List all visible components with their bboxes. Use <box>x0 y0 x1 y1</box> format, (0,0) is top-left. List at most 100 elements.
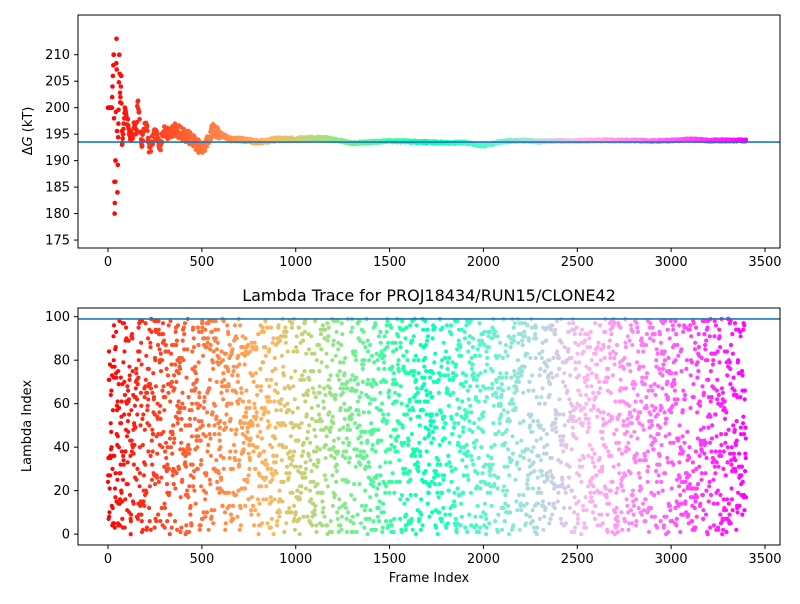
lambda-point <box>390 365 394 369</box>
lambda-point <box>247 399 251 403</box>
lambda-point <box>704 441 708 445</box>
lambda-point <box>509 345 513 349</box>
lambda-point <box>235 336 239 340</box>
lambda-point <box>227 491 231 495</box>
lambda-point <box>282 530 286 534</box>
lambda-point <box>155 452 159 456</box>
lambda-point <box>647 389 651 393</box>
lambda-point <box>272 497 276 501</box>
x-tick-label: 0 <box>104 255 112 270</box>
lambda-point <box>328 386 332 390</box>
lambda-point <box>112 454 116 458</box>
lambda-point <box>366 339 370 343</box>
lambda-point <box>148 519 152 523</box>
lambda-point <box>604 445 608 449</box>
lambda-point <box>609 489 613 493</box>
lambda-point <box>218 445 222 449</box>
lambda-point <box>212 508 216 512</box>
lambda-point <box>563 423 567 427</box>
lambda-point <box>175 339 179 343</box>
lambda-point <box>479 515 483 519</box>
lambda-point <box>654 469 658 473</box>
lambda-point <box>508 419 512 423</box>
lambda-point <box>535 439 539 443</box>
lambda-point <box>480 471 484 475</box>
lambda-point <box>560 482 564 486</box>
lambda-point <box>573 332 577 336</box>
lambda-point <box>206 336 210 340</box>
lambda-point <box>577 417 581 421</box>
lambda-point <box>684 367 688 371</box>
lambda-point <box>323 393 327 397</box>
lambda-point <box>395 449 399 453</box>
lambda-point <box>378 391 382 395</box>
lambda-point <box>527 458 531 462</box>
lambda-point <box>253 508 257 512</box>
lambda-point <box>577 360 581 364</box>
lambda-point <box>697 345 701 349</box>
lambda-point <box>341 426 345 430</box>
lambda-point <box>167 491 171 495</box>
lambda-point <box>590 358 594 362</box>
lambda-point <box>403 467 407 471</box>
lambda-point <box>397 480 401 484</box>
lambda-point <box>434 469 438 473</box>
lambda-point <box>440 326 444 330</box>
lambda-point <box>512 326 516 330</box>
lambda-point <box>370 354 374 358</box>
lambda-point <box>431 336 435 340</box>
lambda-point <box>548 382 552 386</box>
lambda-point <box>699 478 703 482</box>
lambda-point <box>187 395 191 399</box>
lambda-point <box>546 476 550 480</box>
lambda-point <box>392 445 396 449</box>
lambda-point <box>557 367 561 371</box>
lambda-point <box>622 419 626 423</box>
lambda-point <box>423 436 427 440</box>
lambda-point <box>614 352 618 356</box>
lambda-point <box>335 510 339 514</box>
lambda-point <box>224 426 228 430</box>
lambda-point <box>342 386 346 390</box>
lambda-point <box>173 519 177 523</box>
lambda-point <box>196 326 200 330</box>
lambda-point <box>217 356 221 360</box>
lambda-point <box>253 467 257 471</box>
dg-point <box>145 128 150 133</box>
lambda-point <box>168 399 172 403</box>
lambda-point <box>278 339 282 343</box>
dg-point <box>116 163 121 168</box>
lambda-point <box>619 378 623 382</box>
lambda-point <box>199 419 203 423</box>
lambda-point <box>138 423 142 427</box>
lambda-point <box>234 391 238 395</box>
lambda-point <box>123 497 127 501</box>
lambda-point <box>154 519 158 523</box>
lambda-point <box>426 334 430 338</box>
lambda-point <box>221 397 225 401</box>
lambda-point <box>276 323 280 327</box>
lambda-point <box>446 367 450 371</box>
dg-point <box>118 95 123 100</box>
lambda-point <box>266 410 270 414</box>
lambda-point <box>365 439 369 443</box>
lambda-point <box>575 352 579 356</box>
lambda-point <box>294 510 298 514</box>
lambda-point <box>449 323 453 327</box>
lambda-point <box>412 358 416 362</box>
lambda-point <box>252 380 256 384</box>
lambda-point <box>298 465 302 469</box>
lambda-point <box>208 436 212 440</box>
lambda-point <box>352 482 356 486</box>
lambda-point <box>486 386 490 390</box>
lambda-point <box>248 406 252 410</box>
lambda-point <box>625 430 629 434</box>
x-tick-label: 1000 <box>279 255 312 270</box>
lambda-point <box>657 432 661 436</box>
lambda-point <box>702 391 706 395</box>
lambda-point <box>418 454 422 458</box>
lambda-point <box>630 521 634 525</box>
lambda-point <box>592 406 596 410</box>
lambda-point <box>331 421 335 425</box>
lambda-point <box>623 341 627 345</box>
